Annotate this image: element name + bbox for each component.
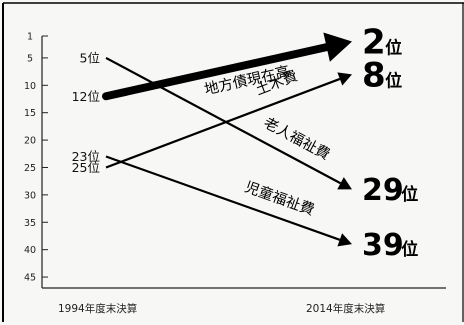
series-line-3 bbox=[105, 155, 341, 241]
end-number-1: 8 bbox=[362, 56, 386, 96]
y-tick-label: 45 bbox=[24, 273, 36, 284]
end-unit-1: 位 bbox=[385, 71, 402, 92]
series-arrowhead-3 bbox=[337, 233, 352, 247]
start-label-2: 5位 bbox=[80, 50, 100, 65]
x-label-end: 2014年度末決算 bbox=[306, 302, 385, 315]
y-tick-label: 15 bbox=[24, 108, 36, 119]
y-tick-label: 20 bbox=[24, 136, 36, 147]
start-label-3: 23位 bbox=[72, 149, 100, 164]
end-number-2: 29 bbox=[362, 173, 404, 208]
series-line-0 bbox=[102, 43, 331, 101]
series-line-1 bbox=[105, 77, 341, 169]
end-unit-3: 位 bbox=[401, 239, 418, 260]
series-name-3: 児童福祉費 bbox=[242, 178, 316, 219]
series-arrowhead-0 bbox=[323, 32, 352, 62]
start-label-1: 25位 bbox=[72, 160, 100, 175]
end-number-3: 39 bbox=[362, 228, 404, 263]
y-tick-label: 40 bbox=[24, 245, 36, 256]
end-unit-2: 位 bbox=[401, 184, 418, 205]
y-tick-label: 35 bbox=[24, 218, 36, 229]
y-tick-label: 1 bbox=[27, 32, 33, 43]
y-tick-label: 5 bbox=[27, 53, 33, 64]
start-rank-labels: 12位 25位 5位 23位 bbox=[72, 50, 100, 175]
series-line-2 bbox=[105, 56, 342, 185]
end-number-0: 2 bbox=[362, 23, 386, 63]
y-tick-label: 10 bbox=[24, 81, 36, 92]
series-arrowhead-1 bbox=[337, 72, 352, 86]
y-tick-label: 30 bbox=[24, 190, 36, 201]
y-tick-label: 25 bbox=[24, 163, 36, 174]
end-unit-0: 位 bbox=[385, 38, 402, 59]
series-name-2: 老人福祉費 bbox=[261, 114, 333, 163]
start-label-0: 12位 bbox=[72, 89, 100, 104]
series-arrowhead-2 bbox=[337, 177, 352, 190]
x-label-start: 1994年度末決算 bbox=[58, 302, 137, 315]
series-lines bbox=[102, 32, 352, 247]
